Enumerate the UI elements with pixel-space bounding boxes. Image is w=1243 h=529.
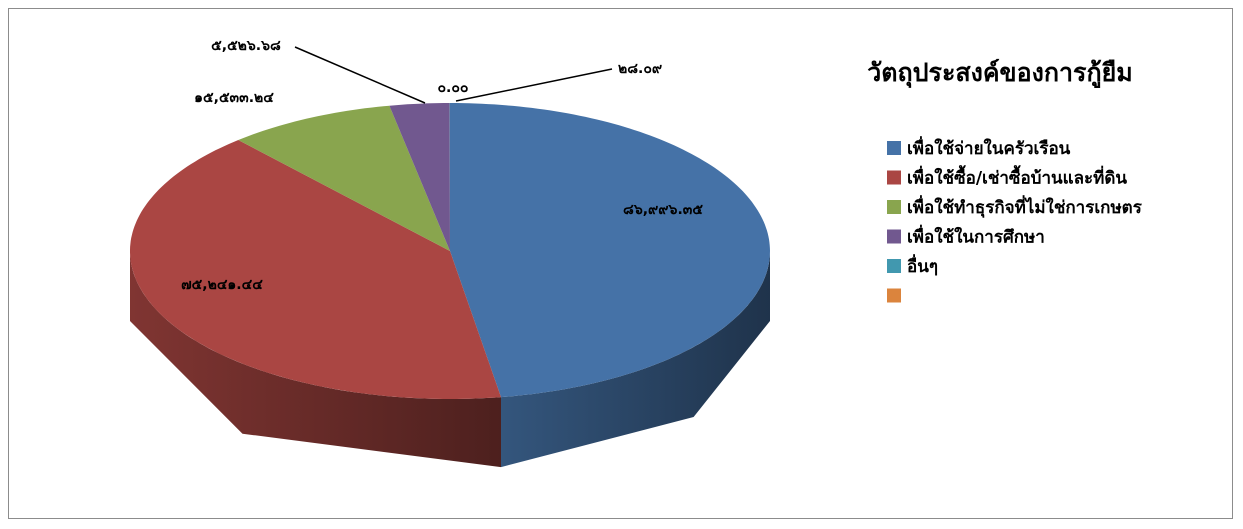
legend-swatch <box>887 259 901 273</box>
legend-label: เพื่อใช้ซื้อ/เช่าซื้อบ้านและที่ดิน <box>907 165 1127 189</box>
value-label: ๒๘.๐๙ <box>618 61 662 77</box>
value-label: ๗๕,๒๔๑.๔๔ <box>181 277 263 293</box>
chart-title: วัตถุประสงค์ของการกู้ยืม <box>867 58 1133 89</box>
value-label: ๕,๕๒๖.๖๘ <box>211 38 281 54</box>
pie-slice <box>130 140 501 399</box>
pie-side <box>130 251 501 468</box>
pie-side <box>501 251 770 468</box>
pie-slice <box>389 103 450 251</box>
legend-label: เพื่อใช้ในการศึกษา <box>907 225 1045 248</box>
value-label: ๐.๐๐ <box>438 80 469 96</box>
legend-swatch <box>887 229 901 244</box>
leader-line <box>455 68 613 102</box>
legend-label: เพื่อใช้ทำธุรกิจที่ไม่ใช่การเกษตร <box>907 195 1143 218</box>
legend-swatch <box>887 288 901 303</box>
legend-swatch <box>887 170 901 185</box>
pie-slice <box>238 105 450 251</box>
leader-line <box>294 46 426 104</box>
value-label: ๘๖,๙๙๖.๓๕ <box>623 202 703 218</box>
legend-swatch <box>887 141 901 155</box>
legend-label: เพื่อใช้จ่ายในครัวเรือน <box>907 136 1071 159</box>
value-label: ๑๕,๕๓๓.๒๔ <box>194 90 274 106</box>
pie-slice <box>450 103 770 398</box>
legend-swatch <box>887 200 901 214</box>
legend-label: อื่นๆ <box>907 254 938 277</box>
